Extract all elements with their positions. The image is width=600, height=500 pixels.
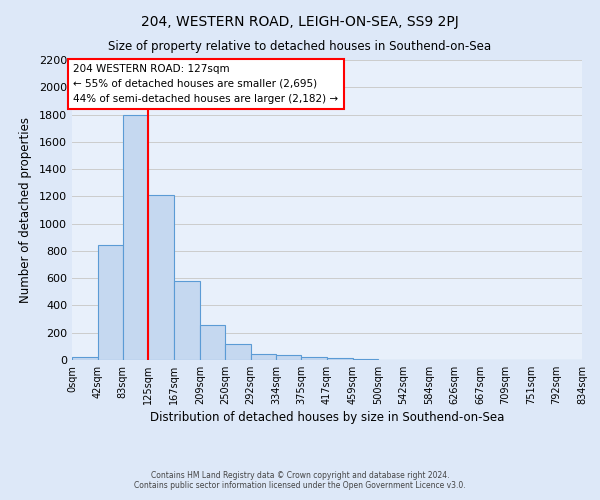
Bar [174,281,200,360]
X-axis label: Distribution of detached houses by size in Southend-on-Sea: Distribution of detached houses by size … [150,411,504,424]
Bar [72,358,98,360]
Bar [148,195,174,360]
Bar [225,344,251,360]
Text: 204, WESTERN ROAD, LEIGH-ON-SEA, SS9 2PJ: 204, WESTERN ROAD, LEIGH-ON-SEA, SS9 2PJ [141,15,459,29]
Bar [276,355,301,360]
Bar [327,358,353,360]
Text: 204 WESTERN ROAD: 127sqm
← 55% of detached houses are smaller (2,695)
44% of sem: 204 WESTERN ROAD: 127sqm ← 55% of detach… [73,64,338,104]
Bar [123,114,148,360]
Bar [98,246,123,360]
Text: Contains HM Land Registry data © Crown copyright and database right 2024.
Contai: Contains HM Land Registry data © Crown c… [134,470,466,490]
Bar [251,354,276,360]
Bar [301,356,327,360]
Bar [353,358,378,360]
Text: Size of property relative to detached houses in Southend-on-Sea: Size of property relative to detached ho… [109,40,491,53]
Bar [200,325,225,360]
Y-axis label: Number of detached properties: Number of detached properties [19,117,32,303]
